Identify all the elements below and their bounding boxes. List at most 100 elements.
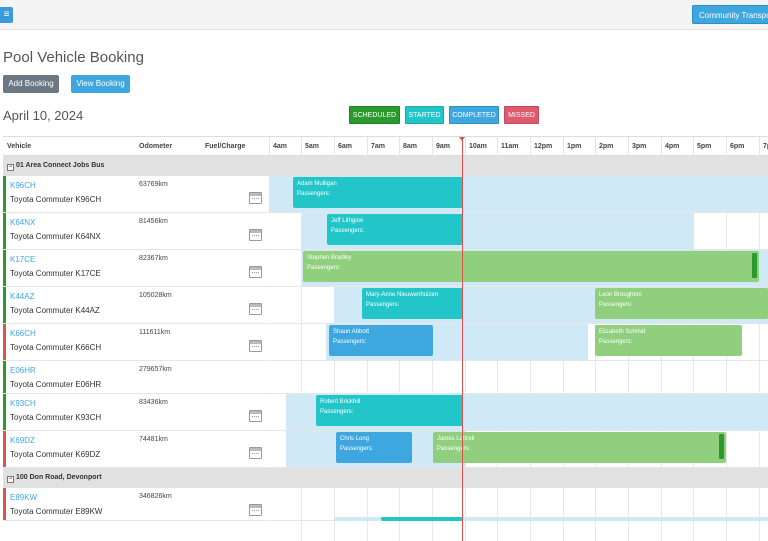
column-header-vehicle[interactable]: Vehicle	[7, 143, 32, 150]
booking-block[interactable]: Elizabeth Schmid Passengers:	[595, 325, 742, 356]
booking-driver: James Luttrell	[437, 436, 475, 442]
booking-block[interactable]: James Luttrell Passengers:	[433, 432, 726, 463]
community-transport-button[interactable]: Community Transport	[692, 5, 768, 24]
booking-block[interactable]: Mary-Anne Nieuwenhuizen Passengers:	[362, 288, 463, 319]
booking-passengers: Passengers:	[333, 339, 367, 345]
booking-block[interactable]: Stephen Bradley Passengers:	[303, 251, 759, 282]
booking-passengers: Passengers:	[437, 446, 471, 452]
timeline-row[interactable]	[269, 488, 768, 521]
vehicle-odometer: 82367km	[139, 255, 168, 262]
calendar-icon[interactable]	[249, 340, 262, 352]
hour-label: 5am	[301, 137, 333, 156]
vehicle-model: Toyota Commuter E06HR	[10, 380, 102, 389]
status-indicator	[3, 213, 6, 249]
vehicle-model: Toyota Commuter K64NX	[10, 232, 101, 241]
booking-passengers: Passengers:	[599, 339, 633, 345]
availability-block	[334, 517, 768, 521]
status-indicator	[3, 176, 6, 212]
timeline-row[interactable]: Jeff Lithgow Passengers:	[269, 213, 768, 250]
booking-driver: Adam Mulligan	[297, 181, 337, 187]
calendar-icon[interactable]	[249, 266, 262, 278]
booking-block[interactable]	[381, 517, 463, 521]
current-date: April 10, 2024	[3, 108, 84, 123]
calendar-icon[interactable]	[249, 229, 262, 241]
hour-label: 8am	[399, 137, 431, 156]
vehicle-odometer: 83436km	[139, 399, 168, 406]
vehicle-odometer: 105028km	[139, 292, 172, 299]
hour-label: 3pm	[628, 137, 660, 156]
timeline-row[interactable]: Shaun Abbott Passengers: Elizabeth Schmi…	[269, 324, 768, 361]
booking-driver: Chris Long	[340, 436, 370, 442]
top-bar: ≡ Community Transport	[0, 0, 768, 30]
vehicle-reg-link[interactable]: K66CH	[10, 329, 36, 338]
vehicle-reg-link[interactable]: E89KW	[10, 493, 38, 502]
menu-icon[interactable]: ≡	[0, 7, 13, 23]
timeline-row[interactable]: Stephen Bradley Passengers:	[269, 250, 768, 287]
timeline-row[interactable]: Robert Brickhill Passengers:	[269, 394, 768, 431]
booking-block[interactable]: Jeff Lithgow Passengers:	[327, 214, 463, 245]
vehicle-odometer: 63769km	[139, 181, 168, 188]
vehicle-reg-link[interactable]: K69DZ	[10, 436, 35, 445]
status-indicator	[3, 324, 6, 360]
vehicle-row[interactable]: K96CH Toyota Commuter K96CH 63769km	[3, 176, 268, 213]
vehicle-row[interactable]: K64NX Toyota Commuter K64NX 81456km	[3, 213, 268, 250]
grid-line	[301, 156, 302, 541]
booking-driver: Leon Broughton	[599, 292, 642, 298]
group-row[interactable]: −100 Don Road, Devonport	[3, 468, 768, 488]
status-indicator	[3, 250, 6, 286]
vehicle-row[interactable]: K66CH Toyota Commuter K66CH 111611km	[3, 324, 268, 361]
vehicle-reg-link[interactable]: K64NX	[10, 218, 36, 227]
timeline-row[interactable]	[269, 361, 768, 394]
vehicle-reg-link[interactable]: E06HR	[10, 366, 36, 375]
group-row[interactable]: −01 Area Connect Jobs Bus	[3, 156, 768, 176]
booking-driver: Shaun Abbott	[333, 329, 370, 335]
vehicle-row[interactable]: K93CH Toyota Commuter K93CH 83436km	[3, 394, 268, 431]
vehicle-row[interactable]: E89KW Toyota Commuter E89KW 346826km	[3, 488, 268, 521]
vehicle-odometer: 346826km	[139, 493, 172, 500]
booking-block[interactable]: Leon Broughton Passengers:	[595, 288, 768, 319]
column-header-fuel[interactable]: Fuel/Charge	[205, 143, 246, 150]
vehicle-reg-link[interactable]: K93CH	[10, 399, 36, 408]
timeline-row[interactable]: Mary-Anne Nieuwenhuizen Passengers: Leon…	[269, 287, 768, 324]
calendar-icon[interactable]	[249, 504, 262, 516]
vehicle-model: Toyota Commuter K96CH	[10, 195, 102, 204]
view-booking-button[interactable]: View Booking	[71, 75, 130, 93]
hour-label: 7pm	[759, 137, 768, 156]
timeline-row[interactable]: Chris Long Passengers: James Luttrell Pa…	[269, 431, 768, 468]
hour-label: 12pm	[530, 137, 562, 156]
vehicle-row[interactable]: K69DZ Toyota Commuter K69DZ 74481km	[3, 431, 268, 468]
vehicle-row[interactable]: K44AZ Toyota Commuter K44AZ 105028km	[3, 287, 268, 324]
hour-label: 5pm	[693, 137, 725, 156]
vehicle-row[interactable]: K17CE Toyota Commuter K17CE 82367km	[3, 250, 268, 287]
vehicle-model: Toyota Commuter K66CH	[10, 343, 102, 352]
column-header-odometer[interactable]: Odometer	[139, 143, 173, 150]
booking-block[interactable]: Adam Mulligan Passengers:	[293, 177, 463, 208]
booking-block[interactable]: Robert Brickhill Passengers:	[316, 395, 463, 426]
collapse-icon[interactable]: −	[7, 164, 14, 171]
booking-block[interactable]: Chris Long Passengers:	[336, 432, 412, 463]
legend-completed: COMPLETED	[449, 106, 499, 124]
booking-passengers: Passengers:	[366, 302, 400, 308]
vehicle-reg-link[interactable]: K17CE	[10, 255, 36, 264]
vehicle-odometer: 111611km	[139, 329, 171, 336]
booking-block[interactable]: Shaun Abbott Passengers:	[329, 325, 433, 356]
vehicle-odometer: 74481km	[139, 436, 168, 443]
vehicle-model: Toyota Commuter K69DZ	[10, 450, 101, 459]
vehicle-reg-link[interactable]: K96CH	[10, 181, 36, 190]
calendar-icon[interactable]	[249, 410, 262, 422]
vehicle-model: Toyota Commuter E89KW	[10, 507, 103, 516]
current-time-line	[462, 137, 463, 541]
hour-label: 11am	[497, 137, 529, 156]
group-name: 100 Don Road, Devonport	[16, 474, 102, 481]
booking-passengers: Passengers:	[331, 228, 365, 234]
calendar-icon[interactable]	[249, 303, 262, 315]
hour-label: 6am	[334, 137, 366, 156]
timeline-row[interactable]: Adam Mulligan Passengers:	[269, 176, 768, 213]
vehicle-row[interactable]: E06HR Toyota Commuter E06HR 279657km	[3, 361, 268, 394]
calendar-icon[interactable]	[249, 447, 262, 459]
collapse-icon[interactable]: −	[7, 476, 14, 483]
calendar-icon[interactable]	[249, 192, 262, 204]
add-booking-button[interactable]: Add Booking	[3, 75, 59, 93]
vehicle-reg-link[interactable]: K44AZ	[10, 292, 35, 301]
grid-line	[759, 156, 760, 541]
